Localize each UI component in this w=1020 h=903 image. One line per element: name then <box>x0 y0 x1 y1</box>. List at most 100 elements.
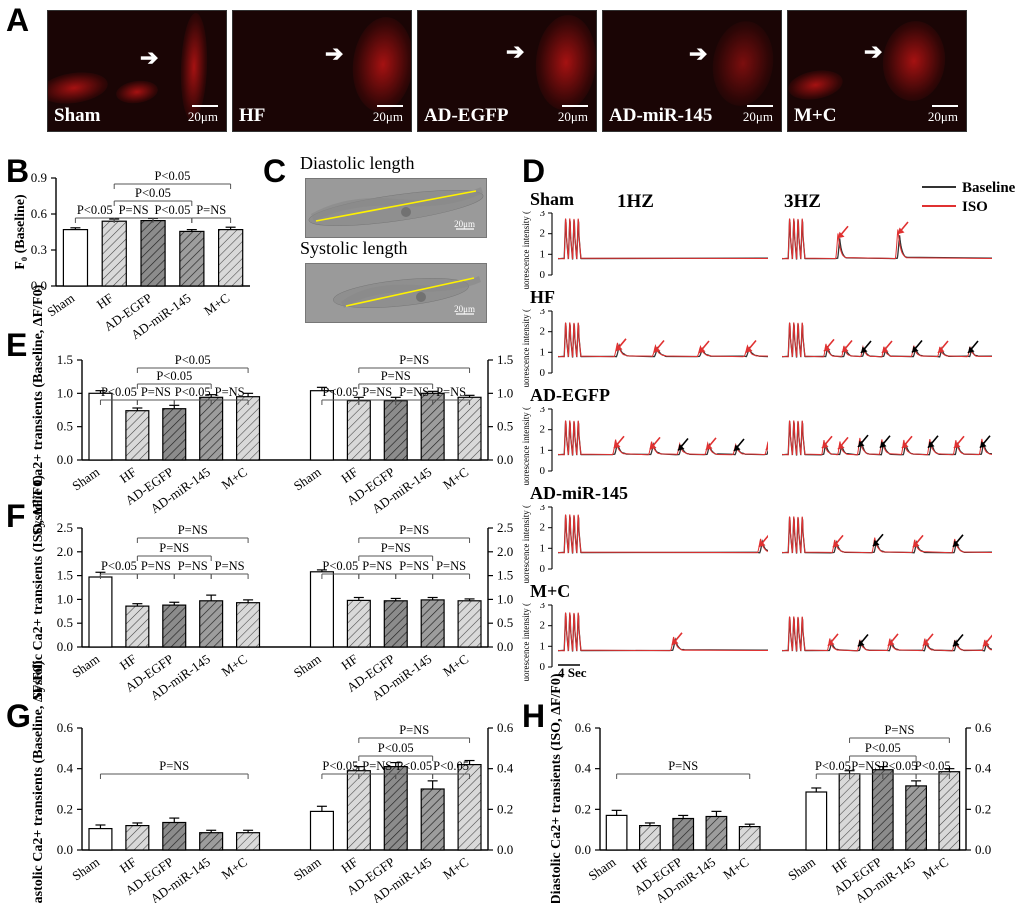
svg-text:P=NS: P=NS <box>196 203 226 217</box>
svg-text:0.2: 0.2 <box>497 801 513 816</box>
svg-text:P=NS: P=NS <box>159 541 189 555</box>
svg-text:P<0.05: P<0.05 <box>322 385 358 399</box>
svg-text:3: 3 <box>540 211 546 219</box>
svg-text:0.0: 0.0 <box>57 452 73 467</box>
svg-text:0.4: 0.4 <box>497 761 514 776</box>
svg-text:0.2: 0.2 <box>975 801 991 816</box>
svg-text:0.4: 0.4 <box>57 761 74 776</box>
svg-text:Diastolic Ca2+ transients (ISO: Diastolic Ca2+ transients (ISO, ΔF/F0) <box>549 673 564 903</box>
svg-text:P=NS: P=NS <box>399 723 429 737</box>
svg-text:0.5: 0.5 <box>497 419 513 434</box>
svg-text:P=NS: P=NS <box>884 723 914 737</box>
svg-text:P=NS: P=NS <box>362 385 392 399</box>
svg-text:2: 2 <box>540 620 546 632</box>
svg-text:P<0.05: P<0.05 <box>154 169 190 183</box>
svg-text:HF: HF <box>117 464 139 486</box>
svg-text:1.0: 1.0 <box>57 385 73 400</box>
svg-text:P<0.05: P<0.05 <box>378 741 414 755</box>
svg-text:2.5: 2.5 <box>497 520 513 535</box>
svg-text:0: 0 <box>540 269 546 281</box>
svg-text:HF: HF <box>117 651 139 673</box>
svg-text:P=NS: P=NS <box>399 559 429 573</box>
svg-text:P=NS: P=NS <box>362 559 392 573</box>
svg-text:P<0.05: P<0.05 <box>815 759 851 773</box>
svg-text:P=NS: P=NS <box>141 385 171 399</box>
svg-text:P<0.05: P<0.05 <box>135 186 171 200</box>
svg-text:Sham: Sham <box>291 464 324 493</box>
svg-text:P<0.05: P<0.05 <box>433 759 469 773</box>
svg-text:M+C: M+C <box>720 854 751 882</box>
svg-text:0.6: 0.6 <box>57 720 74 735</box>
svg-text:P=NS: P=NS <box>215 559 245 573</box>
svg-text:1.5: 1.5 <box>57 568 73 583</box>
svg-text:P=NS: P=NS <box>381 369 411 383</box>
svg-text:0.0: 0.0 <box>497 639 513 654</box>
svg-text:Sham: Sham <box>291 854 324 883</box>
svg-text:0.9: 0.9 <box>31 170 47 185</box>
svg-text:P=NS: P=NS <box>381 541 411 555</box>
svg-text:HF: HF <box>338 651 360 673</box>
svg-text:1.0: 1.0 <box>497 385 513 400</box>
svg-text:P<0.05: P<0.05 <box>77 203 113 217</box>
svg-text:2: 2 <box>540 326 546 338</box>
svg-text:HF: HF <box>94 290 116 312</box>
svg-text:P=NS: P=NS <box>119 203 149 217</box>
svg-text:P<0.05: P<0.05 <box>322 559 358 573</box>
svg-text:0.5: 0.5 <box>497 615 513 630</box>
svg-text:P<0.05: P<0.05 <box>156 369 192 383</box>
svg-text:P<0.05: P<0.05 <box>396 759 432 773</box>
svg-text:0.6: 0.6 <box>975 720 992 735</box>
svg-text:P=NS: P=NS <box>436 559 466 573</box>
svg-text:Sham: Sham <box>44 290 77 319</box>
svg-text:3: 3 <box>540 505 546 513</box>
svg-text:Fluorescence intensity (F/F0): Fluorescence intensity (F/F0) <box>522 211 531 289</box>
svg-text:M+C: M+C <box>219 854 250 882</box>
svg-text:0: 0 <box>540 465 546 477</box>
svg-text:Sham: Sham <box>585 854 618 883</box>
svg-text:Sham: Sham <box>69 854 102 883</box>
svg-text:2: 2 <box>540 228 546 240</box>
svg-text:1.5: 1.5 <box>57 352 73 367</box>
svg-text:0.6: 0.6 <box>575 720 592 735</box>
svg-text:P<0.05: P<0.05 <box>322 759 358 773</box>
svg-text:M+C: M+C <box>440 651 471 679</box>
svg-text:M+C: M+C <box>920 854 951 882</box>
svg-text:P<0.05: P<0.05 <box>154 203 190 217</box>
svg-text:1: 1 <box>540 444 546 456</box>
svg-text:0.3: 0.3 <box>31 242 47 257</box>
svg-text:1: 1 <box>540 640 546 652</box>
svg-text:F₀ (Baseline): F₀ (Baseline) <box>13 194 28 270</box>
svg-text:P=NS: P=NS <box>141 559 171 573</box>
svg-text:3: 3 <box>540 603 546 611</box>
svg-text:Sham: Sham <box>69 464 102 493</box>
svg-text:P<0.05: P<0.05 <box>101 559 137 573</box>
svg-text:2.5: 2.5 <box>57 520 73 535</box>
svg-text:0.4: 0.4 <box>975 761 992 776</box>
svg-text:1: 1 <box>540 248 546 260</box>
svg-text:2: 2 <box>540 522 546 534</box>
svg-text:HF: HF <box>338 854 360 876</box>
svg-text:1: 1 <box>540 542 546 554</box>
svg-text:M+C: M+C <box>219 651 250 679</box>
svg-text:0.0: 0.0 <box>57 639 73 654</box>
svg-text:0.0: 0.0 <box>57 842 73 857</box>
svg-text:M+C: M+C <box>219 464 250 492</box>
svg-text:Baseline: Baseline <box>962 180 1016 196</box>
svg-text:P=NS: P=NS <box>399 353 429 367</box>
svg-text:2.0: 2.0 <box>497 544 513 559</box>
svg-text:P=NS: P=NS <box>159 759 189 773</box>
svg-text:Sham: Sham <box>785 854 818 883</box>
svg-text:0.0: 0.0 <box>497 842 513 857</box>
svg-text:3: 3 <box>540 309 546 317</box>
svg-text:0: 0 <box>540 661 546 673</box>
svg-text:0.5: 0.5 <box>57 615 73 630</box>
svg-text:2: 2 <box>540 424 546 436</box>
svg-text:P<0.05: P<0.05 <box>865 741 901 755</box>
svg-text:HF: HF <box>338 464 360 486</box>
svg-text:Sham: Sham <box>69 651 102 680</box>
svg-text:0.2: 0.2 <box>57 801 73 816</box>
svg-text:P=NS: P=NS <box>178 559 208 573</box>
svg-text:P=NS: P=NS <box>178 523 208 537</box>
svg-text:M+C: M+C <box>440 854 471 882</box>
svg-text:1.0: 1.0 <box>57 591 73 606</box>
